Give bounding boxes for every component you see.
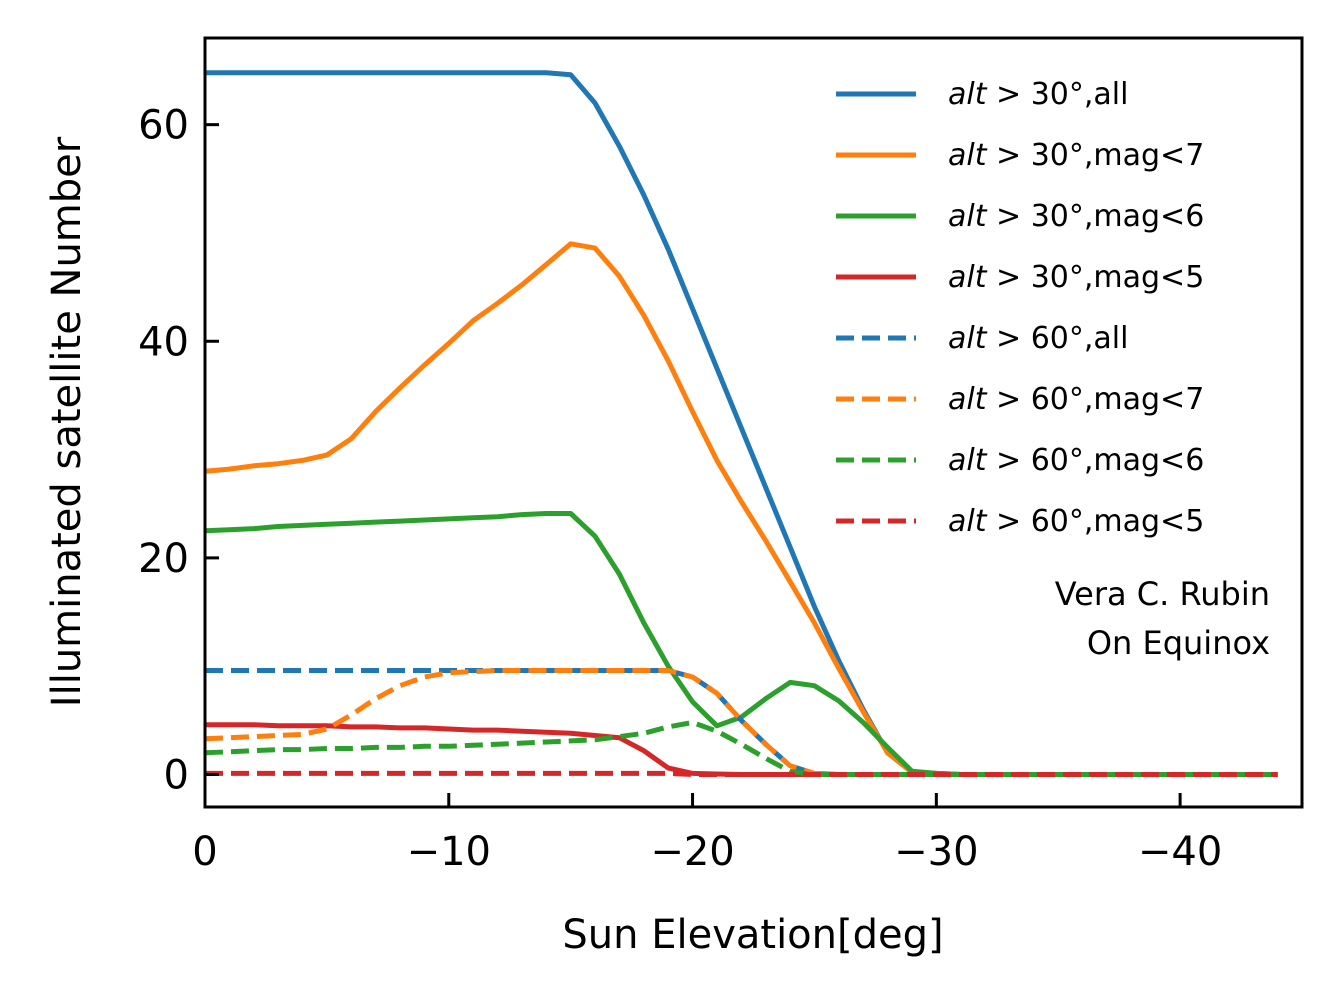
x-tick-label: −20: [650, 829, 734, 875]
series-line-8: [205, 770, 1278, 777]
legend-label-2: alt > 30°,mag<7: [948, 138, 1204, 173]
legend-label-7: alt > 60°,mag<6: [948, 443, 1204, 478]
plot-frame: [203, 36, 1304, 809]
legend-label-5: alt > 60°,all: [948, 321, 1128, 356]
y-tick-label: 20: [138, 536, 189, 582]
legend-label-4: alt > 30°,mag<5: [948, 260, 1204, 295]
series-line-7: [204, 720, 1278, 777]
ticks-layer: 0 −10 −20 −30 −40 0 20 40 60: [138, 103, 1222, 875]
y-axis-title: Illuminated satellite Number: [44, 136, 90, 707]
x-tick-label: −40: [1138, 829, 1222, 875]
legend: alt > 30°,all alt > 30°,mag<7 alt > 30°,ma…: [836, 77, 1204, 539]
y-tick-label: 0: [164, 753, 189, 799]
x-tick-label: −10: [407, 829, 491, 875]
annotation-line-2: On Equinox: [1087, 624, 1270, 662]
x-tick-label: −30: [894, 829, 978, 875]
x-tick-label: 0: [192, 829, 217, 875]
legend-label-3: alt > 30°,mag<6: [948, 199, 1204, 234]
y-tick-label: 40: [138, 319, 189, 365]
series-layer: [204, 70, 1278, 777]
x-axis-title: Sun Elevation[deg]: [562, 912, 943, 958]
legend-label-1: alt > 30°,all: [948, 77, 1128, 112]
annotation-line-1: Vera C. Rubin: [1055, 575, 1270, 613]
series-line-5: [205, 668, 1278, 777]
y-tick-label: 60: [138, 103, 189, 149]
legend-label-6: alt > 60°,mag<7: [948, 382, 1204, 417]
legend-label-8: alt > 60°,mag<5: [948, 504, 1204, 539]
